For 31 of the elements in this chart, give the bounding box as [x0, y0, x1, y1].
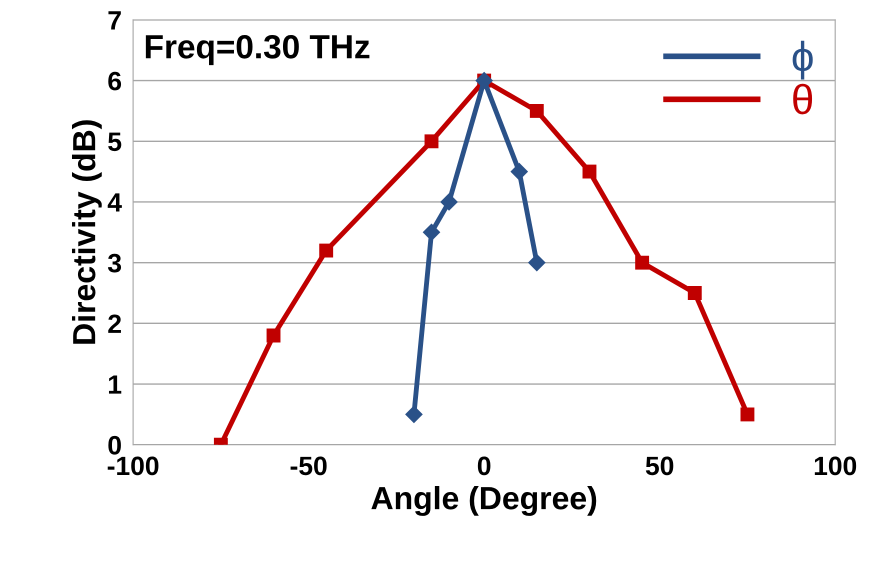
y-tick-label: 7 [108, 11, 121, 30]
x-tick-label: -100 [108, 456, 158, 476]
x-axis-title: Angle (Degree) [371, 486, 596, 516]
legend-label: θ [793, 84, 812, 114]
y-axis-title: Directivity (dB) [72, 120, 102, 344]
point [266, 328, 280, 342]
point [510, 163, 528, 180]
point [319, 244, 334, 258]
legend-label: ϕ [792, 40, 813, 80]
point [688, 286, 702, 300]
point [530, 104, 544, 118]
point [740, 407, 754, 422]
point [422, 224, 440, 241]
y-tick-label: 0 [108, 436, 121, 455]
point [440, 193, 458, 211]
y-tick-label: 2 [108, 314, 121, 333]
y-tick-label: 4 [108, 193, 122, 212]
point [424, 134, 438, 148]
x-tick-label: 50 [646, 456, 674, 476]
point [405, 406, 422, 423]
point [582, 164, 596, 179]
x-tick-label: -50 [290, 456, 327, 476]
point [528, 254, 546, 272]
y-tick-label: 1 [108, 375, 122, 394]
x-tick-label: 0 [478, 456, 490, 476]
x-tick-label: 100 [814, 456, 856, 476]
y-tick-label: 5 [108, 132, 122, 152]
point [635, 256, 650, 270]
y-tick-label: 3 [108, 254, 122, 273]
annotation: Freq=0.30 THz [146, 34, 370, 66]
y-tick-label: 6 [108, 72, 122, 90]
